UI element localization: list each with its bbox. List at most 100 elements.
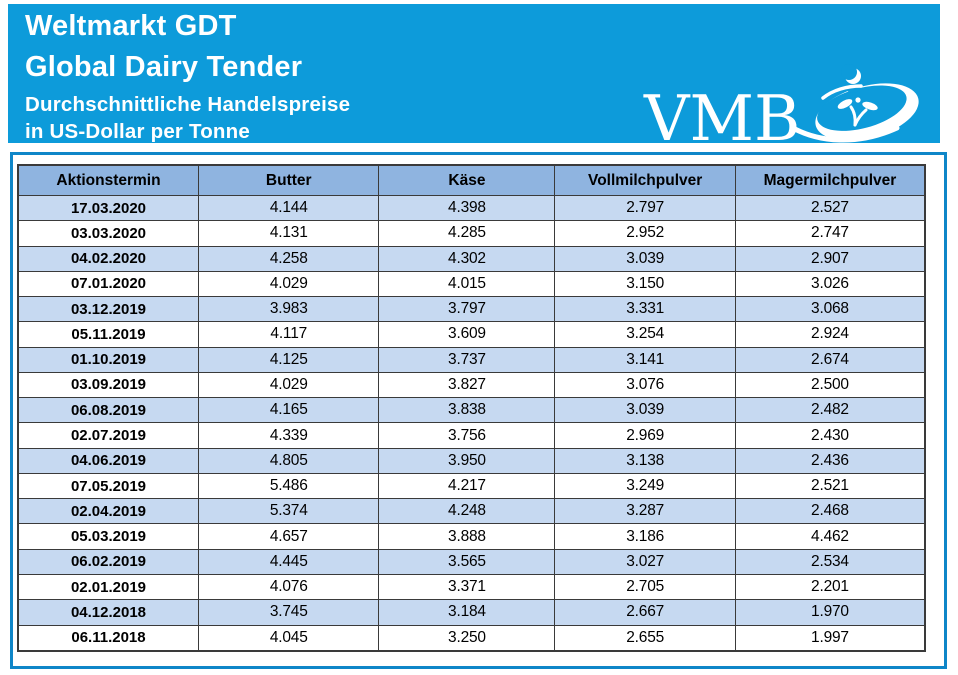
banner-title-line1: Weltmarkt GDT: [25, 10, 237, 42]
table-row: 02.04.2019 5.374 4.248 3.287 2.468: [17, 498, 926, 525]
price-cell: 3.150: [554, 270, 736, 298]
price-cell: 4.445: [197, 548, 380, 575]
table-row: 04.12.2018 3.745 3.184 2.667 1.970: [17, 599, 926, 626]
vmb-logo-graphic: VMB: [643, 64, 919, 143]
price-cell: 3.138: [554, 447, 736, 474]
auction-date-cell: 03.03.2020: [17, 220, 199, 247]
price-cell: 4.302: [378, 245, 556, 272]
price-cell: 2.534: [734, 548, 926, 575]
table-row: 06.11.2018 4.045 3.250 2.655 1.997: [17, 624, 926, 652]
column-header-magermilchpulver: Magermilchpulver: [734, 164, 926, 196]
price-cell: 3.888: [378, 523, 556, 550]
auction-date-cell: 04.06.2019: [17, 447, 199, 474]
price-cell: 3.737: [378, 346, 556, 373]
auction-date-cell: 04.12.2018: [17, 599, 199, 626]
table-row: 03.09.2019 4.029 3.827 3.076 2.500: [17, 371, 926, 399]
price-cell: 2.674: [734, 346, 926, 373]
price-cell: 2.705: [554, 573, 736, 601]
price-cell: 4.805: [197, 447, 380, 474]
auction-date-cell: 02.07.2019: [17, 422, 199, 449]
price-cell: 4.015: [378, 270, 556, 298]
price-cell: 3.141: [554, 346, 736, 373]
price-cell: 4.339: [197, 422, 380, 449]
table-row: 05.11.2019 4.117 3.609 3.254 2.924: [17, 321, 926, 348]
price-cell: 4.248: [378, 498, 556, 525]
table-row: 04.02.2020 4.258 4.302 3.039 2.907: [17, 245, 926, 272]
banner-subtitle-line1: Durchschnittliche Handelspreise: [25, 93, 351, 116]
auction-date-cell: 03.12.2019: [17, 296, 199, 323]
price-cell: 3.254: [554, 321, 736, 348]
price-table: Aktionstermin Butter Käse Vollmilchpulve…: [17, 164, 926, 652]
auction-date-cell: 07.05.2019: [17, 472, 199, 500]
price-cell: 2.482: [734, 397, 926, 424]
table-row: 05.03.2019 4.657 3.888 3.186 4.462: [17, 523, 926, 550]
price-cell: 4.285: [378, 220, 556, 247]
price-cell: 4.131: [197, 220, 380, 247]
column-header-butter: Butter: [197, 164, 380, 196]
price-cell: 2.527: [734, 194, 926, 222]
table-row: 06.02.2019 4.445 3.565 3.027 2.534: [17, 548, 926, 575]
price-cell: 3.250: [378, 624, 556, 652]
price-cell: 3.838: [378, 397, 556, 424]
table-row: 01.10.2019 4.125 3.737 3.141 2.674: [17, 346, 926, 373]
price-cell: 2.655: [554, 624, 736, 652]
price-cell: 3.039: [554, 245, 736, 272]
price-cell: 2.969: [554, 422, 736, 449]
auction-date-cell: 04.02.2020: [17, 245, 199, 272]
table-row: 02.01.2019 4.076 3.371 2.705 2.201: [17, 573, 926, 601]
price-cell: 4.258: [197, 245, 380, 272]
table-row: 02.07.2019 4.339 3.756 2.969 2.430: [17, 422, 926, 449]
price-cell: 4.217: [378, 472, 556, 500]
auction-date-cell: 01.10.2019: [17, 346, 199, 373]
price-cell: 5.486: [197, 472, 380, 500]
price-cell: 3.186: [554, 523, 736, 550]
price-cell: 4.029: [197, 371, 380, 399]
auction-date-cell: 17.03.2020: [17, 194, 199, 222]
price-cell: 3.331: [554, 296, 736, 323]
table-row: 17.03.2020 4.144 4.398 2.797 2.527: [17, 194, 926, 222]
price-cell: 4.462: [734, 523, 926, 550]
price-cell: 4.117: [197, 321, 380, 348]
price-cell: 2.907: [734, 245, 926, 272]
price-cell: 3.797: [378, 296, 556, 323]
price-cell: 3.983: [197, 296, 380, 323]
price-cell: 4.125: [197, 346, 380, 373]
price-table-frame: Aktionstermin Butter Käse Vollmilchpulve…: [10, 152, 947, 669]
price-cell: 3.027: [554, 548, 736, 575]
auction-date-cell: 02.01.2019: [17, 573, 199, 601]
price-cell: 2.436: [734, 447, 926, 474]
price-cell: 3.565: [378, 548, 556, 575]
price-cell: 2.201: [734, 573, 926, 601]
auction-date-cell: 02.04.2019: [17, 498, 199, 525]
price-cell: 2.952: [554, 220, 736, 247]
price-cell: 4.657: [197, 523, 380, 550]
auction-date-cell: 07.01.2020: [17, 270, 199, 298]
price-cell: 2.667: [554, 599, 736, 626]
price-cell: 3.745: [197, 599, 380, 626]
price-cell: 4.165: [197, 397, 380, 424]
table-row: 03.03.2020 4.131 4.285 2.952 2.747: [17, 220, 926, 247]
column-header-kaese: Käse: [378, 164, 556, 196]
table-body: 17.03.2020 4.144 4.398 2.797 2.527 03.03.2020…: [17, 194, 926, 652]
banner-subtitle-line2: in US-Dollar per Tonne: [25, 120, 250, 143]
table-row: 03.12.2019 3.983 3.797 3.331 3.068: [17, 296, 926, 323]
table-row: 06.08.2019 4.165 3.838 3.039 2.482: [17, 397, 926, 424]
price-cell: 2.521: [734, 472, 926, 500]
price-cell: 2.747: [734, 220, 926, 247]
price-cell: 3.039: [554, 397, 736, 424]
price-cell: 3.827: [378, 371, 556, 399]
header-banner: Weltmarkt GDT Global Dairy Tender Durchs…: [8, 4, 940, 143]
price-cell: 2.797: [554, 194, 736, 222]
price-cell: 2.924: [734, 321, 926, 348]
auction-date-cell: 03.09.2019: [17, 371, 199, 399]
auction-date-cell: 05.03.2019: [17, 523, 199, 550]
price-cell: 1.970: [734, 599, 926, 626]
vmb-swoosh-icon: [790, 64, 919, 143]
auction-date-cell: 05.11.2019: [17, 321, 199, 348]
price-cell: 3.287: [554, 498, 736, 525]
price-cell: 3.950: [378, 447, 556, 474]
price-cell: 3.756: [378, 422, 556, 449]
price-cell: 4.029: [197, 270, 380, 298]
price-cell: 4.144: [197, 194, 380, 222]
